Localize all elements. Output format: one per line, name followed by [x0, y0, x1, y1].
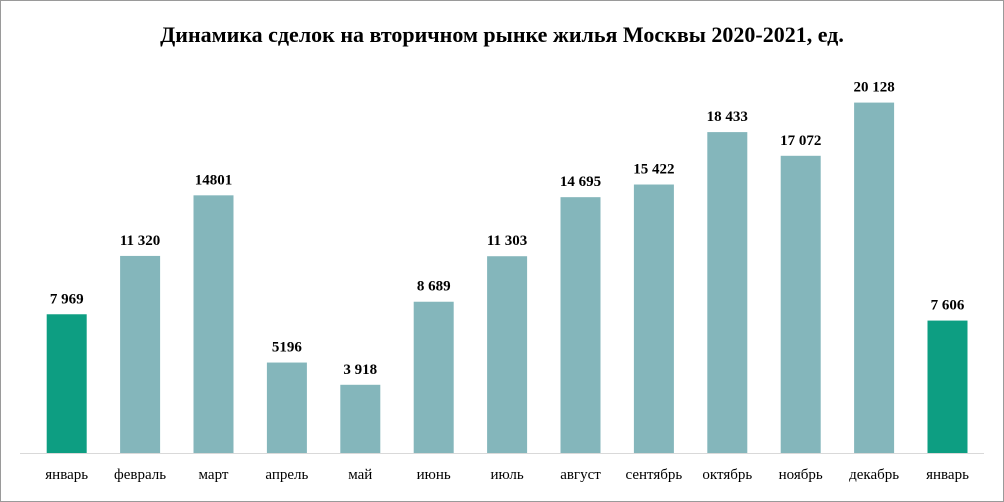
x-tick-label-6: июнь	[417, 467, 451, 483]
bar-8	[560, 197, 601, 453]
x-tick-label-4: апрель	[265, 467, 308, 483]
bar-1	[46, 314, 87, 453]
x-tick-label-2: февраль	[114, 467, 166, 483]
data-label-4: 5196	[272, 340, 303, 356]
bar-13	[927, 320, 968, 453]
data-label-7: 11 303	[487, 233, 527, 249]
x-tick-label-9: сентябрь	[626, 467, 683, 483]
data-label-12: 20 128	[853, 80, 894, 96]
data-label-9: 15 422	[633, 162, 674, 178]
bar-2	[120, 255, 161, 453]
x-tick-label-12: декабрь	[849, 467, 899, 483]
x-tick-label-5: май	[348, 467, 372, 483]
data-label-1: 7 969	[50, 291, 84, 307]
bar-12	[854, 102, 895, 454]
x-tick-label-10: октябрь	[702, 467, 752, 483]
x-tick-label-3: март	[199, 467, 229, 483]
x-tick-label-7: июль	[491, 467, 524, 483]
data-label-5: 3 918	[343, 362, 377, 378]
bar-6	[413, 301, 454, 453]
bar-3	[193, 195, 234, 453]
x-tick-label-1: январь	[45, 467, 88, 483]
data-label-8: 14 695	[560, 174, 601, 190]
bar-7	[487, 256, 528, 453]
data-label-6: 8 689	[417, 279, 451, 295]
bar-5	[340, 384, 381, 453]
bar-10	[707, 132, 748, 454]
x-tick-label-13: январь	[926, 467, 969, 483]
chart-title: Динамика сделок на вторичном рынке жилья…	[160, 22, 844, 47]
data-label-3: 14801	[195, 172, 233, 188]
bar-9	[633, 184, 674, 453]
data-label-10: 18 433	[707, 109, 748, 125]
x-tick-label-8: август	[560, 467, 601, 483]
x-tick-label-11: ноябрь	[779, 467, 823, 483]
data-label-2: 11 320	[120, 233, 160, 249]
data-label-11: 17 072	[780, 133, 821, 149]
data-label-13: 7 606	[931, 298, 965, 314]
bar-11	[780, 155, 821, 454]
bar-4	[266, 362, 307, 453]
